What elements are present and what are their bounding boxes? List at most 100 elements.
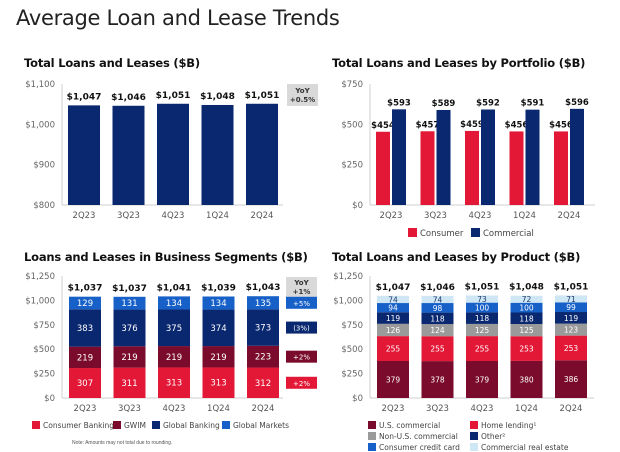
bar-value-label: $592	[476, 98, 500, 108]
legend-swatch	[222, 421, 230, 429]
bar-value-label: $456	[505, 120, 529, 130]
stack-segment	[247, 367, 279, 398]
stack-segment	[69, 296, 101, 310]
stack-segment	[377, 361, 409, 398]
stack-segment	[466, 361, 498, 398]
x-tick-label: 2Q24	[252, 404, 275, 414]
stack-segment	[510, 302, 543, 313]
segment-value-label: 255	[386, 345, 401, 354]
x-tick-label: 1Q24	[513, 211, 536, 221]
y-tick-label: $750	[341, 321, 363, 331]
bar-commercial	[392, 109, 406, 205]
segment-value-label: 124	[430, 326, 445, 335]
bar	[157, 103, 189, 205]
legend-swatch	[113, 421, 121, 429]
bar	[201, 104, 234, 205]
segment-value-label: 94	[388, 304, 398, 313]
x-tick-label: 1Q24	[207, 404, 230, 414]
segment-value-label: 72	[522, 295, 532, 304]
legend-swatch	[368, 421, 376, 429]
stack-segment	[510, 312, 543, 325]
stack-segment	[247, 345, 279, 368]
bar-value-label: $591	[521, 99, 545, 109]
segment-value-label: 219	[121, 353, 137, 363]
bar	[246, 103, 278, 205]
legend-label: Consumer	[420, 229, 464, 239]
yoy-segment-badge	[286, 376, 317, 389]
y-tick-label: $1,000	[333, 296, 363, 306]
yoy-label: YoY	[293, 279, 309, 287]
segment-value-label: 134	[166, 299, 182, 309]
x-tick-label: 4Q23	[162, 211, 185, 221]
x-tick-label: 2Q23	[73, 211, 96, 221]
segment-value-label: 123	[564, 326, 579, 335]
segment-value-label: 118	[430, 314, 445, 323]
stack-segment	[202, 309, 235, 347]
stack-segment	[555, 335, 587, 361]
segment-value-label: 376	[121, 324, 137, 334]
segment-value-label: 125	[519, 326, 534, 335]
legend-label: GWIM	[124, 421, 146, 430]
legend-label: Commercial	[483, 229, 534, 239]
stack-segment	[113, 346, 146, 368]
y-tick-label: $500	[341, 120, 363, 130]
chart-total: $800 $900 $1,000 $1,100 2Q23 3Q23 4Q23 1Q24 2Q24…	[25, 80, 318, 221]
yoy-segment-badge	[286, 321, 317, 334]
bar-value-label: $1,051	[245, 91, 280, 101]
segment-value-label: 219	[166, 353, 182, 363]
chart-portfolio: $0 $250 $500 $750 2Q23 3Q23 4Q23 1Q24 2Q24 $454 $4…	[341, 80, 595, 239]
stack-segment	[202, 346, 235, 368]
stack-segment	[247, 309, 279, 346]
stack-segment	[158, 367, 190, 398]
rounding-note: Note: Amounts may not total due to round…	[72, 440, 173, 446]
bar-consumer	[465, 130, 479, 205]
bar-total-label: $1,039	[201, 283, 236, 293]
stack-segment	[555, 323, 587, 336]
stack-segment	[377, 303, 409, 313]
segment-value-label: 378	[430, 376, 445, 385]
segment-value-label: 312	[255, 379, 271, 389]
stack-segment	[421, 295, 454, 304]
segment-value-label: 379	[475, 376, 490, 385]
bar-total-label: $1,051	[554, 282, 589, 292]
stack-segment	[377, 323, 409, 337]
yoy-segment-value: +5%	[293, 300, 310, 308]
legend-label: Other²	[481, 432, 505, 441]
x-tick-label: 2Q24	[251, 211, 274, 221]
stack-segment	[421, 312, 454, 325]
bar-total-label: $1,041	[157, 283, 192, 293]
y-tick-label: $900	[33, 161, 55, 171]
bar-value-label: $1,051	[156, 91, 191, 101]
bar-value-label: $1,046	[111, 93, 146, 103]
stack-segment	[113, 367, 146, 398]
segment-value-label: 134	[210, 299, 226, 309]
x-tick-label: 3Q23	[118, 404, 141, 414]
segment-value-label: 125	[475, 326, 490, 335]
stack-segment	[466, 323, 498, 337]
stack-segment	[510, 360, 543, 398]
yoy-segment-badge	[286, 296, 317, 309]
stack-segment	[421, 336, 454, 362]
bar-value-label: $454	[371, 121, 395, 131]
bar-total-label: $1,051	[465, 283, 500, 293]
legend-label: U.S. commercial	[379, 421, 440, 430]
stack-segment	[158, 309, 190, 347]
page-title: Average Loan and Lease Trends	[16, 6, 340, 30]
segment-value-label: 253	[519, 345, 534, 354]
stack-segment	[555, 360, 587, 398]
stack-segment	[466, 295, 498, 303]
segment-value-label: 386	[564, 375, 579, 384]
yoy-value: +1%	[293, 288, 311, 296]
legend-label: Global Banking	[163, 421, 220, 430]
bar-value-label: $596	[565, 98, 589, 108]
bar-consumer	[509, 131, 524, 205]
bar-consumer	[420, 131, 435, 205]
yoy-segment-value: +2%	[293, 354, 310, 362]
legend-swatch	[471, 228, 480, 237]
stack-segment	[377, 312, 409, 324]
bar-consumer	[376, 131, 390, 205]
segment-value-label: 100	[475, 304, 490, 313]
segment-value-label: 135	[255, 299, 271, 309]
legend-swatch	[408, 228, 417, 237]
y-tick-label: $0	[352, 394, 363, 404]
